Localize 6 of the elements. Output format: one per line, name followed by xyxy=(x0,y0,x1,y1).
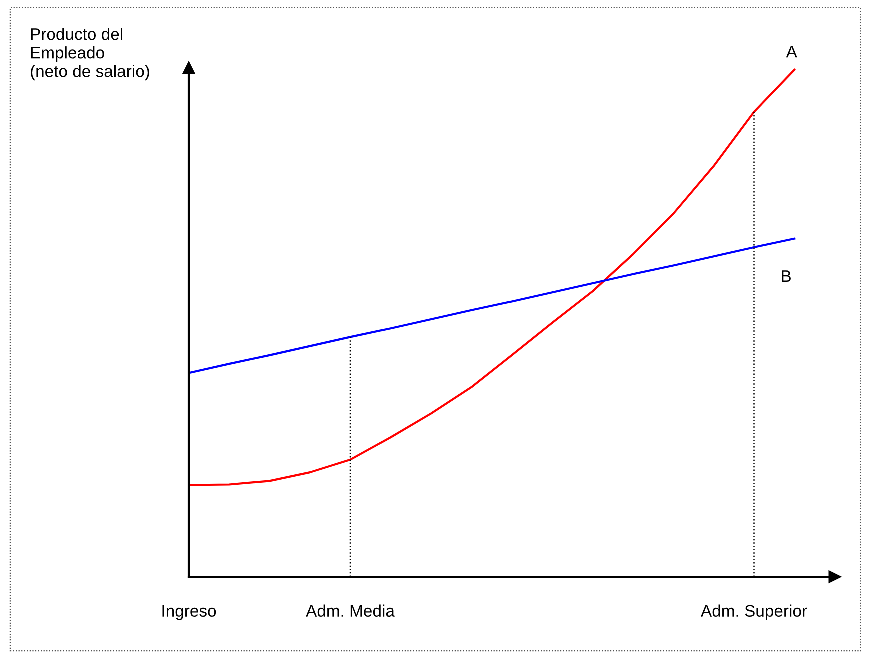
x-tick-label: Adm. Media xyxy=(306,604,395,618)
series-label: A xyxy=(786,46,798,58)
x-tick-label: Adm. Superior xyxy=(701,604,808,620)
x-tick-label: Ingreso xyxy=(162,605,216,620)
series-label: B xyxy=(782,270,791,282)
y-axis-title: Producto del Empleado (neto de salario) xyxy=(31,28,150,81)
